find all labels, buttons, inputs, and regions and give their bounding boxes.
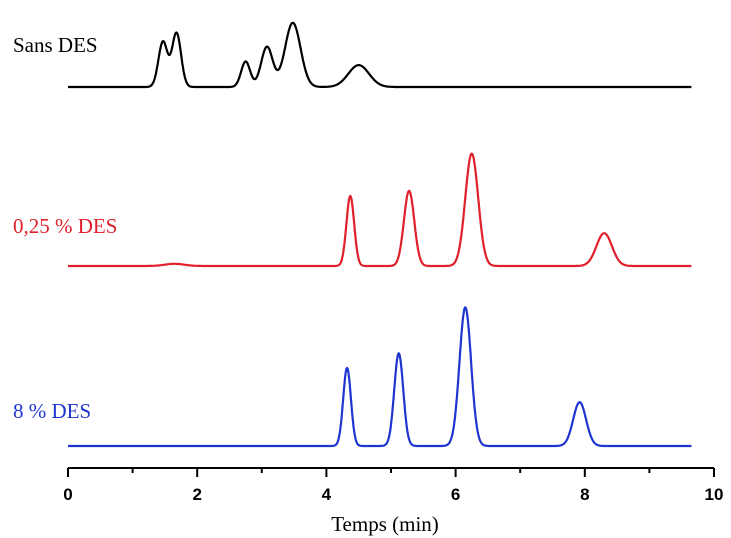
x-axis: 0 2 4 6 8 10 Temps (min) bbox=[63, 467, 723, 536]
series-label-8-des: 8 % DES bbox=[13, 399, 91, 423]
x-axis-title: Temps (min) bbox=[331, 512, 439, 536]
x-axis-ticks: 0 2 4 6 8 10 bbox=[63, 468, 723, 504]
x-tick-label: 2 bbox=[192, 485, 201, 504]
trace-line-0 bbox=[67, 21, 692, 89]
series-labels: Sans DES 0,25 % DES 8 % DES bbox=[13, 33, 117, 423]
x-tick-label: 8 bbox=[580, 485, 589, 504]
x-tick-label: 6 bbox=[451, 485, 460, 504]
traces bbox=[67, 21, 692, 448]
series-label-0-25-des: 0,25 % DES bbox=[13, 214, 117, 238]
trace-line-2 bbox=[67, 306, 692, 448]
x-tick-label: 0 bbox=[63, 485, 72, 504]
x-tick-label: 4 bbox=[322, 485, 332, 504]
series-label-sans-des: Sans DES bbox=[13, 33, 98, 57]
x-tick-label: 10 bbox=[705, 485, 724, 504]
trace-line-1 bbox=[67, 152, 692, 268]
